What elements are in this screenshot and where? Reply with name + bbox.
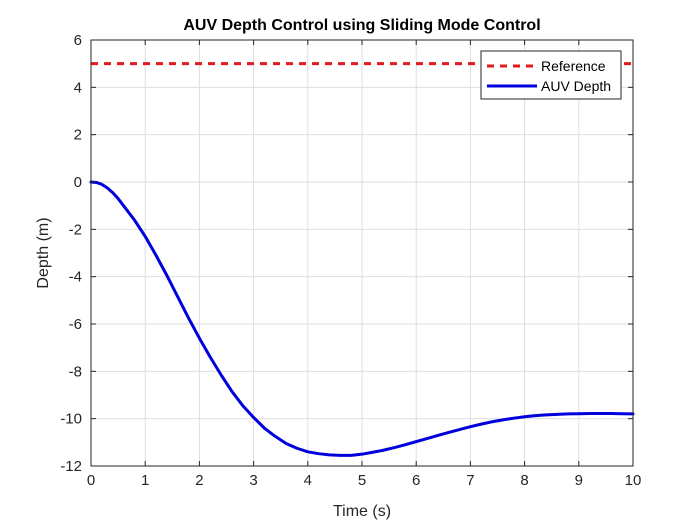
x-tick-label: 9 <box>575 472 583 489</box>
x-tick-label: 3 <box>249 472 257 489</box>
series-lines <box>89 62 635 457</box>
series-line-auv-depth <box>89 180 635 457</box>
legend-label-auv-depth: AUV Depth <box>541 78 611 94</box>
x-axis-label: Time (s) <box>333 503 391 520</box>
y-tick-label: -10 <box>60 411 82 428</box>
legend-box <box>480 50 622 100</box>
y-tick-label: -12 <box>60 458 82 475</box>
x-tick-label: 0 <box>87 472 95 489</box>
x-tick-label: 7 <box>466 472 474 489</box>
y-tick-label: -4 <box>69 269 82 286</box>
y-tick-label: 4 <box>74 79 82 96</box>
chart-title: AUV Depth Control using Sliding Mode Con… <box>183 17 540 34</box>
x-tick-label: 6 <box>412 472 420 489</box>
axis-ticks <box>90 39 634 467</box>
y-tick-label: -6 <box>69 316 82 333</box>
y-tick-label: -8 <box>69 363 82 380</box>
legend-label-reference: Reference <box>541 58 606 74</box>
y-tick-label: 6 <box>74 32 82 49</box>
x-tick-label: 4 <box>304 472 312 489</box>
tick-labels: 0 1 2 3 4 5 6 7 8 9 10 -12 -10 -8 -6 -4 -2 0 2 4 6 <box>60 32 641 489</box>
y-tick-label: 2 <box>74 127 82 144</box>
grid-lines <box>90 39 634 467</box>
y-axis-label: Depth (m) <box>35 217 52 288</box>
legend: Reference AUV Depth <box>480 50 622 100</box>
x-tick-label: 8 <box>520 472 528 489</box>
x-tick-label: 2 <box>195 472 203 489</box>
x-tick-label: 5 <box>358 472 366 489</box>
y-tick-label: 0 <box>74 174 82 191</box>
x-tick-label: 10 <box>625 472 642 489</box>
y-tick-label: -2 <box>69 221 82 238</box>
x-tick-label: 1 <box>141 472 149 489</box>
